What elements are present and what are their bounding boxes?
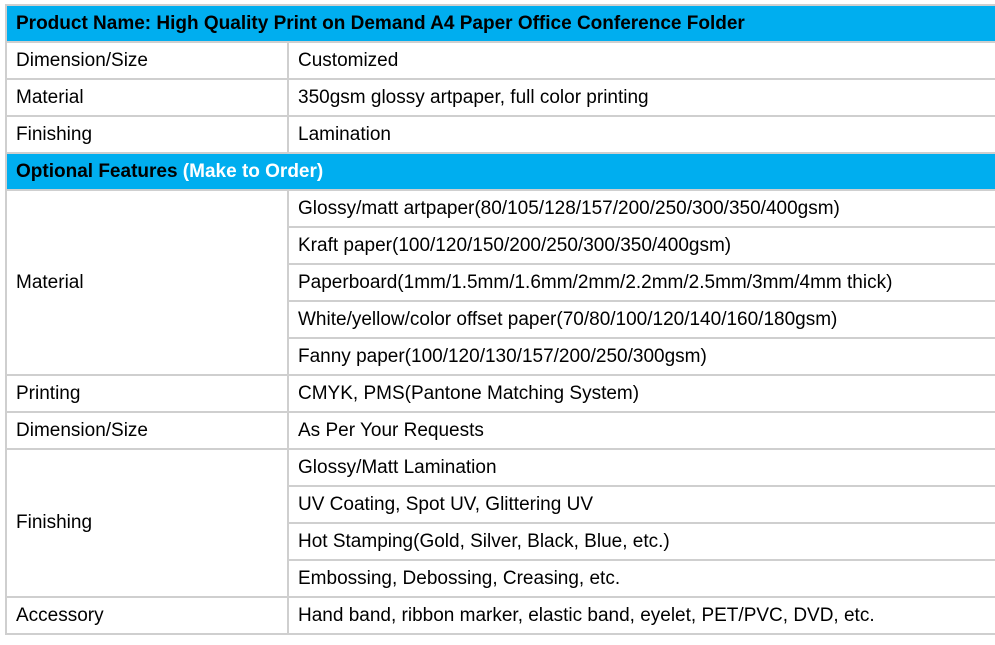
spec-value-finishing: Lamination xyxy=(287,115,995,154)
optional-features-title: Optional Features xyxy=(16,160,178,182)
product-spec-table-wrapper: Product Name: High Quality Print on Dema… xyxy=(5,4,995,635)
table-row: Kraft paper(100/120/150/200/250/300/350/… xyxy=(6,226,995,265)
optional-finishing-option: UV Coating, Spot UV, Glittering UV xyxy=(287,485,995,524)
table-row: Dimension/Size Customized xyxy=(5,41,995,80)
spec-value-dimension: Customized xyxy=(287,41,995,80)
table-row: Hot Stamping(Gold, Silver, Black, Blue, … xyxy=(6,522,995,561)
table-row: Material Glossy/matt artpaper(80/105/128… xyxy=(5,189,995,376)
table-row: Fanny paper(100/120/130/157/200/250/300g… xyxy=(6,337,995,376)
table-row: UV Coating, Spot UV, Glittering UV xyxy=(6,485,995,524)
table-row: Printing CMYK, PMS(Pantone Matching Syst… xyxy=(5,374,995,413)
spec-label-dimension: Dimension/Size xyxy=(5,41,289,80)
make-to-order-subtitle: (Make to Order) xyxy=(177,160,324,182)
optional-material-option: Glossy/matt artpaper(80/105/128/157/200/… xyxy=(287,189,995,228)
optional-finishing-option: Embossing, Debossing, Creasing, etc. xyxy=(287,559,995,598)
table-row: Embossing, Debossing, Creasing, etc. xyxy=(6,559,995,598)
product-spec-table: Product Name: High Quality Print on Dema… xyxy=(5,4,995,635)
table-row: Paperboard(1mm/1.5mm/1.6mm/2mm/2.2mm/2.5… xyxy=(6,263,995,302)
table-row: Finishing Lamination xyxy=(5,115,995,154)
table-row: Finishing Glossy/Matt Lamination xyxy=(5,448,995,598)
table-row: Product Name: High Quality Print on Dema… xyxy=(5,4,995,43)
optional-label-printing: Printing xyxy=(5,374,289,413)
optional-finishing-option: Glossy/Matt Lamination xyxy=(287,448,995,487)
table-row: Dimension/Size As Per Your Requests xyxy=(5,411,995,450)
table-row: Optional Features (Make to Order) xyxy=(5,152,995,191)
spec-value-material: 350gsm glossy artpaper, full color print… xyxy=(287,78,995,117)
table-row: Accessory Hand band, ribbon marker, elas… xyxy=(5,596,995,635)
optional-printing-value: CMYK, PMS(Pantone Matching System) xyxy=(287,374,995,413)
spec-label-material: Material xyxy=(5,78,289,117)
optional-label-finishing: Finishing xyxy=(5,448,289,598)
optional-label-accessory: Accessory xyxy=(5,596,289,635)
spec-label-finishing: Finishing xyxy=(5,115,289,154)
optional-label-dimension: Dimension/Size xyxy=(5,411,289,450)
table-row: Material 350gsm glossy artpaper, full co… xyxy=(5,78,995,117)
optional-finishing-option: Hot Stamping(Gold, Silver, Black, Blue, … xyxy=(287,522,995,561)
optional-material-option: White/yellow/color offset paper(70/80/10… xyxy=(287,300,995,339)
optional-material-option: Kraft paper(100/120/150/200/250/300/350/… xyxy=(287,226,995,265)
optional-features-header: Optional Features (Make to Order) xyxy=(5,152,995,191)
optional-accessory-value: Hand band, ribbon marker, elastic band, … xyxy=(287,596,995,635)
optional-material-option: Fanny paper(100/120/130/157/200/250/300g… xyxy=(287,337,995,376)
table-row: White/yellow/color offset paper(70/80/10… xyxy=(6,300,995,339)
optional-label-material: Material xyxy=(5,189,289,376)
optional-material-option: Paperboard(1mm/1.5mm/1.6mm/2mm/2.2mm/2.5… xyxy=(287,263,995,302)
optional-dimension-value: As Per Your Requests xyxy=(287,411,995,450)
product-name-header: Product Name: High Quality Print on Dema… xyxy=(5,4,995,43)
